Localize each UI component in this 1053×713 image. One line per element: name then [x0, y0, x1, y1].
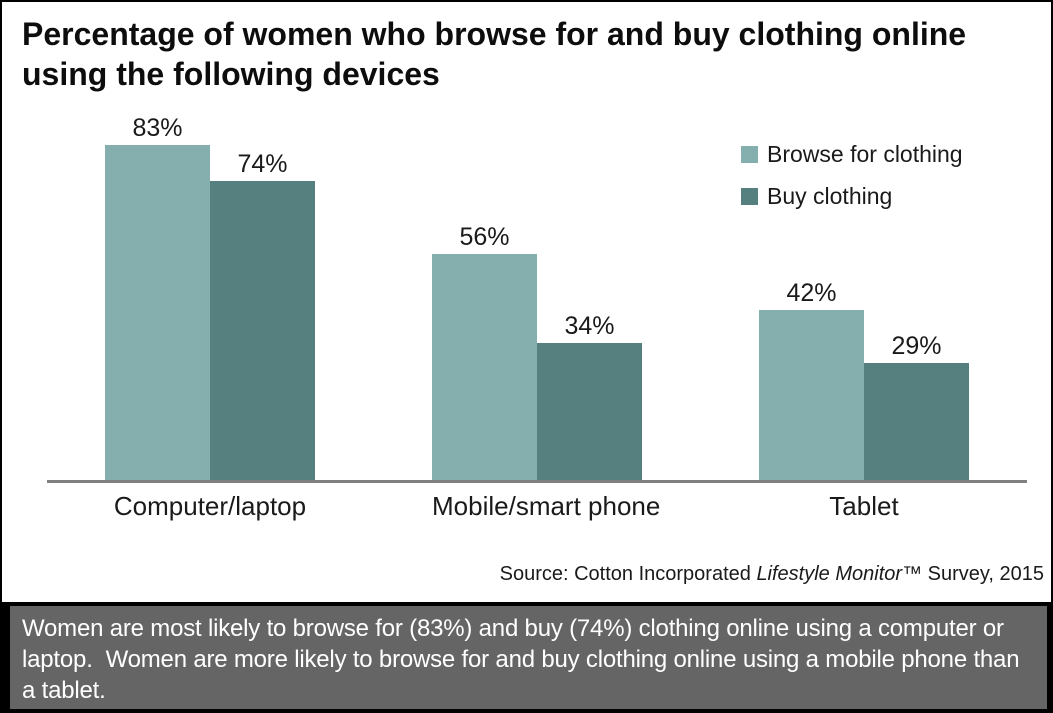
category-label-tablet: Tablet	[829, 491, 899, 521]
legend-swatch-buy	[741, 188, 758, 205]
caption-band: Women are most likely to browse for (83%…	[10, 606, 1047, 709]
source-title-italic: Lifestyle Monitor	[756, 563, 903, 585]
bar-browse-for-clothing-computer-laptop	[105, 145, 210, 480]
source-prefix: Source: Cotton Incorporated	[499, 563, 757, 585]
legend-label-buy: Buy clothing	[767, 183, 893, 209]
category-label-mobile-smart-phone: Mobile/smart phone	[432, 491, 661, 521]
bar-buy-clothing-tablet	[864, 363, 969, 480]
caption-text: Women are most likely to browse for (83%…	[22, 615, 1026, 704]
caption-panel: Women are most likely to browse for (83%…	[2, 602, 1051, 711]
value-label-browse-for-clothing-tablet: 42%	[786, 279, 837, 307]
x-axis-line	[47, 480, 1027, 483]
source-trademark: ™	[902, 563, 923, 585]
plot-area: 83% 74% Computer/laptop 56% 34% Mobile/smart …	[2, 2, 1051, 602]
value-label-browse-for-clothing-computer-laptop: 83%	[132, 114, 183, 142]
legend-item-buy: Buy clothing	[741, 183, 963, 210]
category-label-computer-laptop: Computer/laptop	[113, 491, 307, 521]
legend-label-browse: Browse for clothing	[767, 141, 963, 167]
source-suffix: Survey, 2015	[922, 563, 1044, 585]
legend: Browse for clothing Buy clothing	[741, 141, 963, 225]
legend-item-browse: Browse for clothing	[741, 141, 963, 168]
value-label-browse-for-clothing-mobile-smart-phone: 56%	[459, 223, 510, 251]
bar-buy-clothing-mobile-smart-phone	[537, 343, 642, 480]
source-note: Source: Cotton Incorporated Lifestyle Mo…	[500, 563, 1044, 586]
value-label-buy-clothing-computer-laptop: 74%	[237, 150, 288, 178]
bar-browse-for-clothing-tablet	[759, 310, 864, 480]
value-label-buy-clothing-tablet: 29%	[891, 332, 942, 360]
value-label-buy-clothing-mobile-smart-phone: 34%	[564, 312, 615, 340]
chart-title: Percentage of women who browse for and b…	[22, 16, 967, 92]
bar-browse-for-clothing-mobile-smart-phone	[432, 254, 537, 480]
legend-swatch-browse	[741, 146, 758, 163]
bar-buy-clothing-computer-laptop	[210, 181, 315, 480]
